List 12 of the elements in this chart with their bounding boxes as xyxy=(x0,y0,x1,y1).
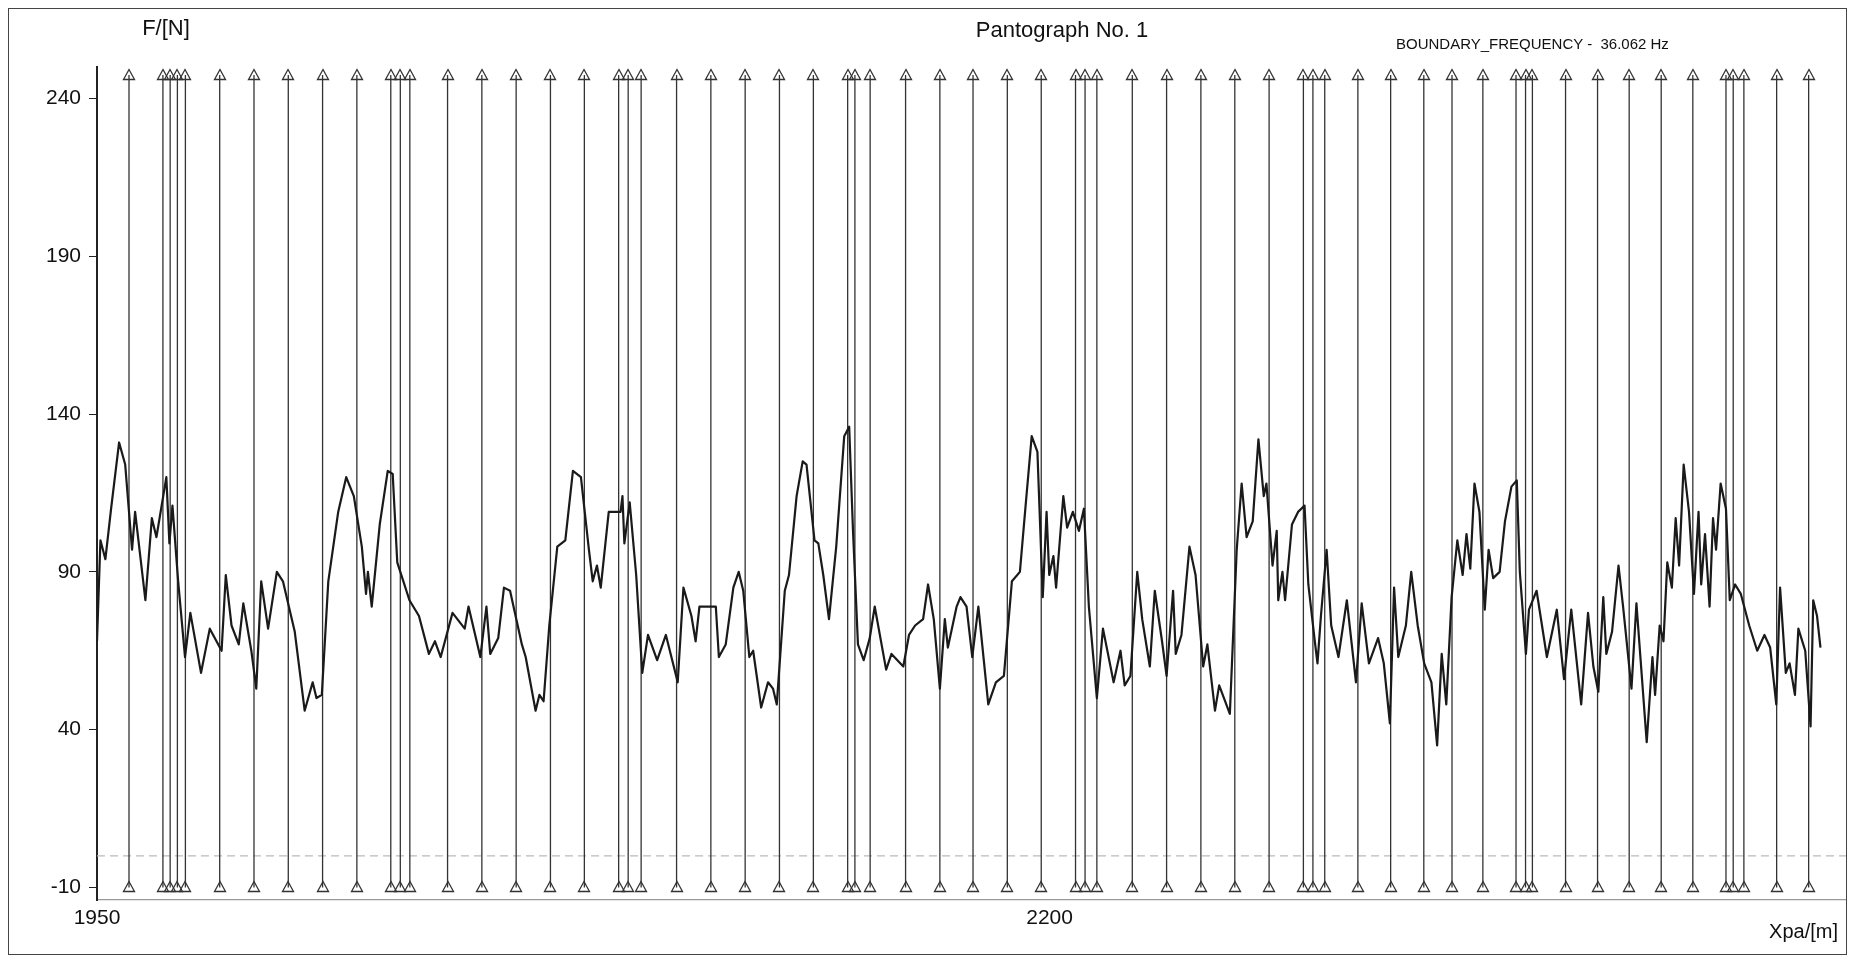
y-tick-label: 240 xyxy=(45,85,81,109)
y-tick-label: 40 xyxy=(57,716,81,740)
y-tick-label: 190 xyxy=(45,243,81,267)
x-tick-label: 1950 xyxy=(73,905,121,929)
y-axis-title: F/[N] xyxy=(142,15,190,41)
text: BOUNDARY_FREQUENCY - 36.062 Hz xyxy=(1396,35,1669,53)
y-tick-label: 140 xyxy=(45,400,81,424)
chart-title: Pantograph No. 1 xyxy=(975,17,1149,43)
y-tick-label: -10 xyxy=(50,874,81,898)
y-tick-label: 90 xyxy=(57,558,81,582)
x-axis-title: Xpa/[m] xyxy=(1769,919,1838,942)
x-tick-label: 2200 xyxy=(1026,905,1073,929)
